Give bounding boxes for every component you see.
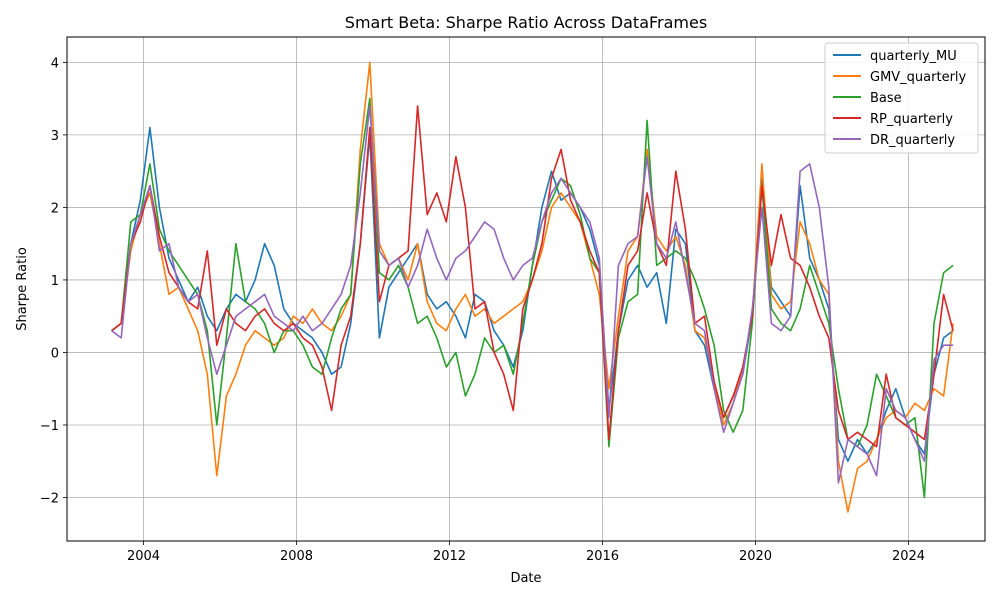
x-tick-label: 2008 (280, 549, 313, 564)
plot-frame (66, 36, 986, 542)
y-axis: −2 −1 0 1 2 3 4 (40, 56, 67, 506)
x-axis-label: Date (510, 571, 541, 586)
legend-label: Base (870, 91, 902, 106)
legend-label: GMV_quarterly (870, 70, 967, 85)
series-line-dr-quarterly (111, 105, 954, 484)
legend: quarterly_MU GMV_quarterly Base RP_quarterl… (824, 42, 979, 154)
x-tick-label: 2016 (586, 549, 619, 564)
y-tick-label: −1 (40, 419, 59, 434)
y-tick-label: 4 (51, 56, 59, 71)
legend-box (824, 42, 979, 154)
y-tick-label: −2 (40, 491, 59, 506)
series-lines (111, 61, 954, 513)
legend-label: quarterly_MU (870, 49, 957, 64)
y-tick-label: 3 (51, 129, 59, 144)
x-tick-label: 2020 (739, 549, 772, 564)
y-tick-label: 2 (51, 201, 59, 216)
chart-title: Smart Beta: Sharpe Ratio Across DataFram… (345, 13, 707, 32)
series-line-rp-quarterly (111, 105, 954, 448)
x-tick-label: 2024 (892, 549, 925, 564)
legend-label: RP_quarterly (870, 112, 953, 127)
y-tick-label: 1 (51, 274, 59, 289)
series-line-base (111, 97, 954, 499)
x-tick-label: 2012 (433, 549, 466, 564)
legend-label: DR_quarterly (870, 133, 955, 148)
y-axis-label: Sharpe Ratio (15, 247, 30, 331)
gridlines (67, 37, 985, 541)
x-axis: 2004 2008 2012 2016 2020 2024 (127, 541, 925, 564)
x-tick-label: 2004 (127, 549, 160, 564)
y-tick-label: 0 (51, 346, 59, 361)
